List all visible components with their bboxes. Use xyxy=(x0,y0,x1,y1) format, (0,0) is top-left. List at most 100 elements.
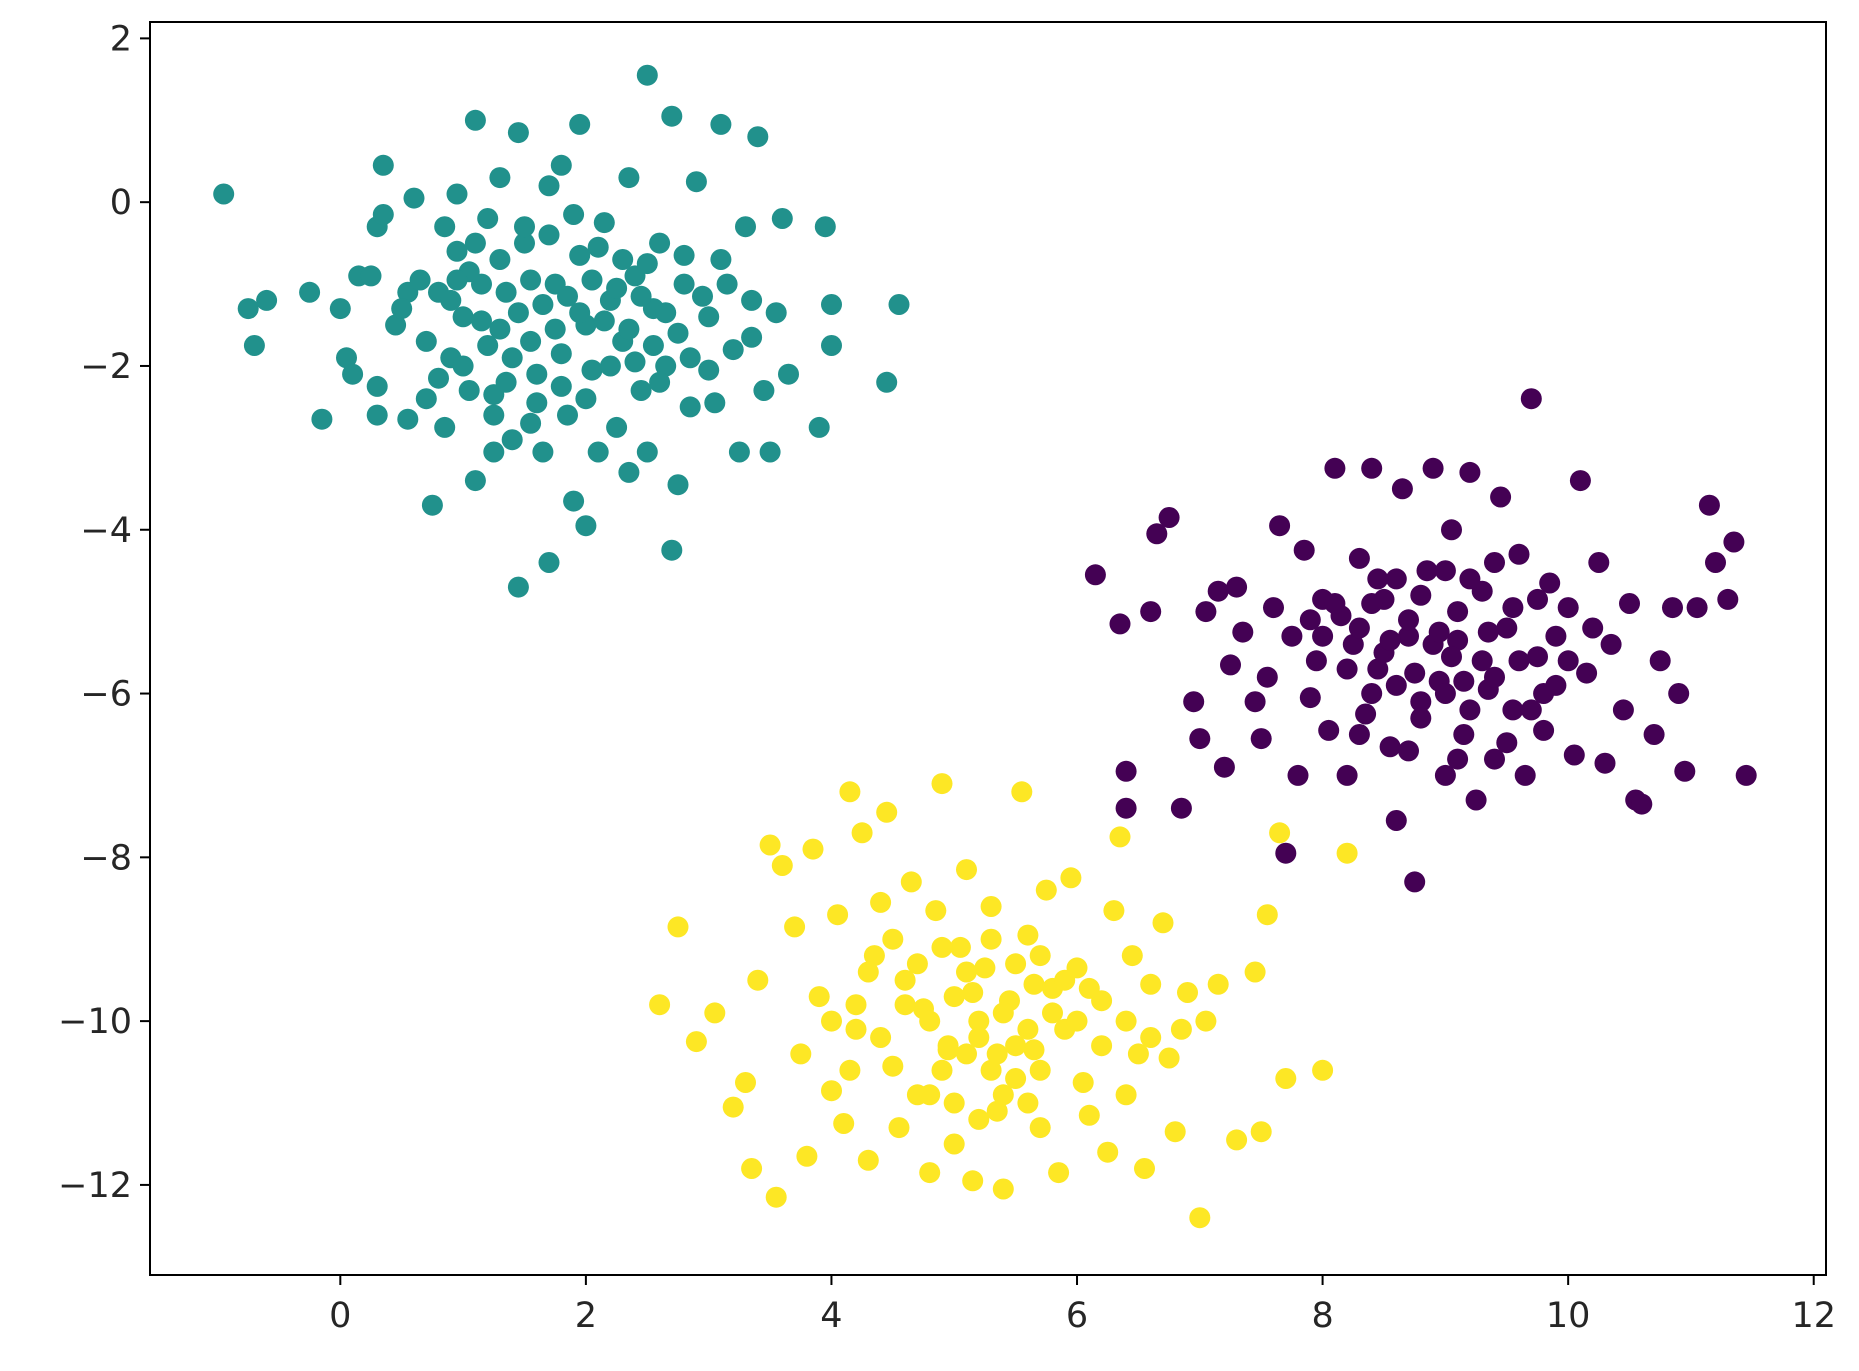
data-point xyxy=(962,982,984,1003)
data-point xyxy=(372,154,394,176)
data-point xyxy=(710,249,732,270)
data-point xyxy=(1158,507,1180,528)
data-point xyxy=(949,936,971,958)
data-point xyxy=(1263,597,1284,619)
data-point xyxy=(311,408,333,430)
data-point xyxy=(968,1108,990,1130)
data-point xyxy=(1115,760,1137,782)
data-point xyxy=(1226,1129,1248,1151)
data-point xyxy=(906,953,928,975)
data-point xyxy=(464,109,486,131)
plot-frame xyxy=(149,21,1827,1276)
data-point xyxy=(863,945,885,967)
data-point xyxy=(1576,662,1598,684)
data-point xyxy=(919,1162,941,1184)
data-point xyxy=(943,1092,965,1114)
data-point xyxy=(581,269,603,291)
data-point xyxy=(1398,609,1419,631)
data-point xyxy=(612,249,634,270)
data-point xyxy=(1232,621,1254,643)
data-point xyxy=(992,1002,1014,1024)
data-point xyxy=(1453,670,1475,692)
data-point xyxy=(1318,719,1340,741)
data-point xyxy=(1496,732,1518,754)
data-point xyxy=(403,187,425,209)
data-point xyxy=(495,281,517,303)
data-point xyxy=(471,310,492,332)
data-point xyxy=(956,1043,977,1065)
data-point xyxy=(1275,842,1297,864)
data-point xyxy=(618,167,640,189)
data-point xyxy=(845,1018,867,1040)
data-point xyxy=(685,171,707,193)
data-point xyxy=(618,461,640,483)
data-point xyxy=(1017,1018,1039,1040)
data-point xyxy=(1391,478,1413,500)
data-point xyxy=(421,494,443,516)
data-point xyxy=(1115,1084,1137,1106)
data-point xyxy=(655,355,677,377)
data-point xyxy=(587,236,609,258)
data-point xyxy=(649,994,671,1016)
data-point xyxy=(1023,973,1045,995)
y-tick-label: −12 xyxy=(58,1166,132,1206)
data-point xyxy=(1348,724,1370,745)
data-point xyxy=(771,855,793,876)
data-point xyxy=(1005,953,1027,975)
data-point xyxy=(372,204,394,225)
data-point xyxy=(1539,572,1561,594)
data-point xyxy=(1109,826,1131,848)
data-point xyxy=(1189,1207,1211,1229)
data-point xyxy=(1078,1104,1100,1126)
data-point xyxy=(655,302,677,324)
data-point xyxy=(1134,1158,1155,1179)
data-point xyxy=(1269,515,1291,537)
data-point xyxy=(1324,593,1346,614)
cluster-3 xyxy=(649,773,1358,1229)
data-point xyxy=(329,298,351,320)
data-point xyxy=(870,891,892,913)
data-point xyxy=(483,404,505,426)
data-point xyxy=(452,306,474,328)
data-point xyxy=(1662,597,1683,619)
data-point xyxy=(575,515,597,537)
data-point xyxy=(1355,703,1377,725)
data-point xyxy=(507,122,529,144)
data-point xyxy=(1379,736,1401,758)
data-point xyxy=(452,355,474,377)
data-point xyxy=(845,994,867,1016)
data-point xyxy=(839,1059,861,1081)
data-point xyxy=(821,1080,842,1102)
data-point xyxy=(1410,707,1432,729)
data-point xyxy=(514,216,535,238)
data-point xyxy=(1698,494,1720,516)
data-point xyxy=(299,281,321,303)
data-point xyxy=(857,961,879,983)
data-point xyxy=(974,957,996,979)
data-point xyxy=(593,212,615,234)
data-point xyxy=(992,1084,1014,1106)
data-point xyxy=(520,330,542,352)
data-point xyxy=(722,339,744,361)
data-point xyxy=(538,552,560,573)
data-point xyxy=(759,834,781,856)
data-point xyxy=(814,216,836,238)
data-point xyxy=(1127,1043,1149,1065)
data-point xyxy=(1066,1010,1088,1032)
data-point xyxy=(1207,580,1229,602)
data-point xyxy=(366,375,388,397)
data-point xyxy=(526,363,548,385)
data-point xyxy=(1398,740,1419,762)
data-point xyxy=(747,126,769,148)
data-point xyxy=(980,1059,1002,1081)
data-point xyxy=(1177,982,1198,1003)
data-point xyxy=(1416,560,1438,582)
data-point xyxy=(956,961,977,983)
data-point xyxy=(1121,945,1143,967)
data-point xyxy=(544,318,566,340)
data-point xyxy=(538,224,560,246)
data-point xyxy=(1422,457,1444,479)
data-point xyxy=(1533,683,1555,704)
data-point xyxy=(1447,601,1469,623)
